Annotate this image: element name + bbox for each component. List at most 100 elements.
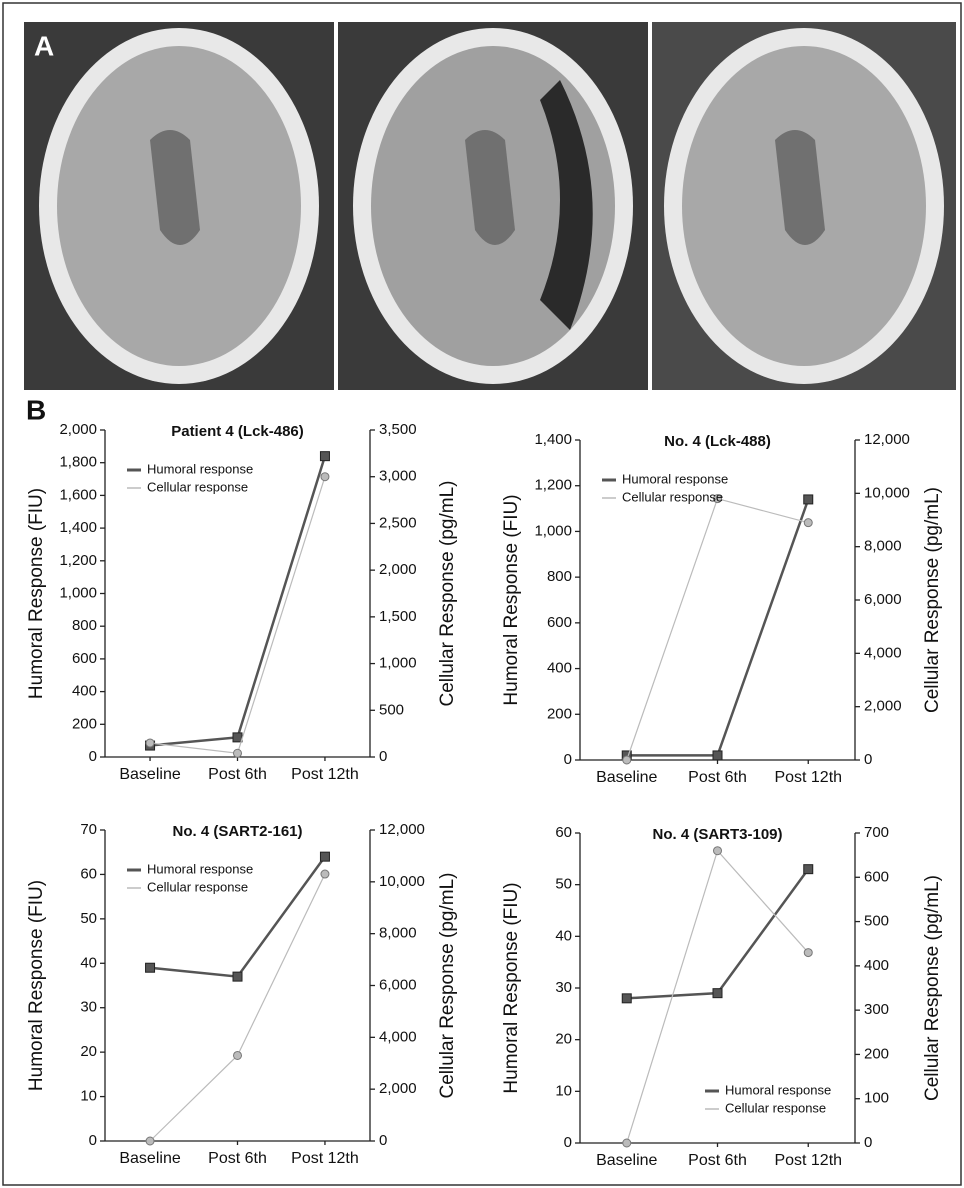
y2-tick-label: 4,000	[379, 1028, 417, 1045]
y-tick-label: 60	[555, 824, 572, 841]
y2-tick-label: 100	[864, 1090, 889, 1107]
y-tick-label: 1,400	[59, 519, 97, 536]
legend-label: Humoral response	[147, 861, 253, 876]
x-tick-label: Baseline	[596, 1152, 657, 1169]
y-tick-label: 20	[80, 1043, 97, 1060]
data-point	[234, 1051, 242, 1059]
y2-tick-label: 4,000	[864, 644, 902, 661]
y-tick-label: 600	[72, 650, 97, 667]
mri-panel: A	[24, 22, 956, 390]
x-tick-label: Post 6th	[208, 766, 267, 783]
data-point	[623, 756, 631, 764]
y-tick-label: 10	[80, 1088, 97, 1105]
y-tick-label: 40	[555, 927, 572, 944]
y2-tick-label: 200	[864, 1045, 889, 1062]
y2-tick-label: 600	[864, 868, 889, 885]
y2-axis-label: Cellular Response (pg/mL)	[922, 875, 943, 1101]
x-tick-label: Post 12th	[774, 1152, 842, 1169]
series-line	[627, 869, 809, 998]
y-tick-label: 600	[547, 614, 572, 631]
y2-tick-label: 2,000	[379, 1080, 417, 1097]
y2-tick-label: 12,000	[379, 821, 425, 838]
x-tick-label: Post 6th	[688, 769, 747, 786]
data-point	[233, 733, 242, 742]
data-point	[713, 989, 722, 998]
y2-tick-label: 500	[379, 701, 404, 718]
y2-tick-label: 400	[864, 957, 889, 974]
y-tick-label: 1,200	[59, 552, 97, 569]
y-tick-label: 10	[555, 1082, 572, 1099]
data-point	[623, 1139, 631, 1147]
series-line	[150, 874, 325, 1141]
y2-tick-label: 0	[379, 1132, 387, 1149]
y-tick-label: 0	[89, 748, 97, 765]
data-point	[320, 852, 329, 861]
y2-tick-label: 10,000	[379, 873, 425, 890]
series-line	[150, 456, 325, 745]
y2-tick-label: 0	[864, 751, 872, 768]
y2-axis-label: Cellular Response (pg/mL)	[922, 487, 943, 713]
y2-tick-label: 1,500	[379, 608, 417, 625]
data-point	[804, 949, 812, 957]
y2-tick-label: 0	[379, 748, 387, 765]
y-axis-label: Humoral Response (FIU)	[501, 882, 522, 1093]
data-point	[321, 473, 329, 481]
y-tick-label: 0	[564, 751, 572, 768]
legend-label: Cellular response	[147, 879, 248, 894]
series-line	[627, 499, 809, 760]
y2-tick-label: 2,000	[864, 698, 902, 715]
data-point	[234, 749, 242, 757]
series-line	[150, 477, 325, 754]
y2-tick-label: 700	[864, 824, 889, 841]
y2-tick-label: 500	[864, 913, 889, 930]
x-tick-label: Baseline	[119, 766, 180, 783]
data-point	[146, 1137, 154, 1145]
y2-tick-label: 8,000	[864, 538, 902, 555]
data-point	[804, 519, 812, 527]
legend-label: Humoral response	[147, 461, 253, 476]
y2-tick-label: 10,000	[864, 484, 910, 501]
y-tick-label: 1,800	[59, 454, 97, 471]
x-tick-label: Post 12th	[774, 769, 842, 786]
y-tick-label: 30	[80, 999, 97, 1016]
data-point	[714, 847, 722, 855]
y-tick-label: 20	[555, 1031, 572, 1048]
y-tick-label: 400	[72, 683, 97, 700]
y-tick-label: 200	[72, 715, 97, 732]
y-axis-label: Humoral Response (FIU)	[501, 494, 522, 705]
y-tick-label: 50	[555, 876, 572, 893]
y-axis-label: Humoral Response (FIU)	[26, 880, 47, 1091]
data-point	[713, 751, 722, 760]
data-point	[146, 739, 154, 747]
legend-label: Cellular response	[725, 1100, 826, 1115]
y2-axis-label: Cellular Response (pg/mL)	[437, 481, 458, 707]
x-tick-label: Post 6th	[688, 1152, 747, 1169]
data-point	[146, 963, 155, 972]
data-point	[321, 870, 329, 878]
series-line	[627, 499, 809, 755]
y-tick-label: 2,000	[59, 421, 97, 438]
y-tick-label: 60	[80, 865, 97, 882]
data-point	[233, 972, 242, 981]
y-tick-label: 800	[72, 617, 97, 634]
y2-tick-label: 6,000	[864, 591, 902, 608]
data-point	[804, 865, 813, 874]
y-tick-label: 800	[547, 568, 572, 585]
chart-title: No. 4 (Lck-488)	[664, 433, 771, 450]
y-axis-label: Humoral Response (FIU)	[26, 488, 47, 699]
y-tick-label: 40	[80, 954, 97, 971]
legend-label: Humoral response	[725, 1082, 831, 1097]
x-tick-label: Post 12th	[291, 1150, 359, 1167]
chart-title: Patient 4 (Lck-486)	[171, 423, 304, 440]
y-tick-label: 1,000	[59, 584, 97, 601]
legend-label: Cellular response	[147, 479, 248, 494]
y2-tick-label: 8,000	[379, 925, 417, 942]
y-tick-label: 200	[547, 705, 572, 722]
x-tick-label: Post 6th	[208, 1150, 267, 1167]
x-tick-label: Post 12th	[291, 766, 359, 783]
x-tick-label: Baseline	[596, 769, 657, 786]
figure: A B Patient 4 (Lck-486)02004006008001,00…	[0, 0, 964, 1188]
x-tick-label: Baseline	[119, 1150, 180, 1167]
y2-tick-label: 3,500	[379, 421, 417, 438]
y-tick-label: 30	[555, 979, 572, 996]
